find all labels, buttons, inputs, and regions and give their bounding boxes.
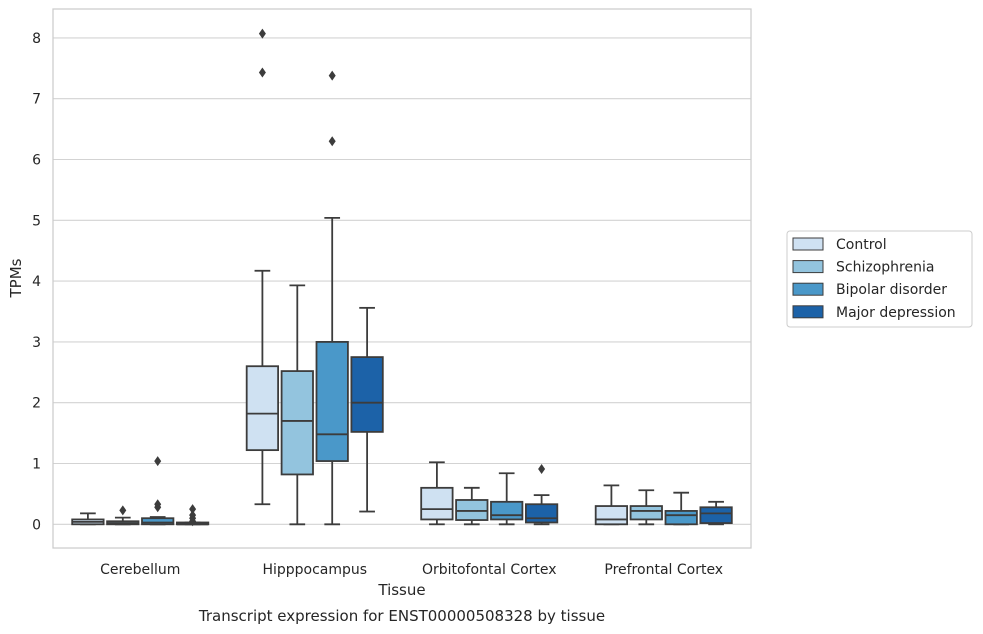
- box-body: [280, 370, 314, 476]
- box-3-1: [629, 489, 663, 526]
- outlier-point: [258, 28, 266, 39]
- legend-swatch: [792, 305, 824, 319]
- box-body: [490, 500, 524, 521]
- box-body: [524, 503, 559, 524]
- x-tick-label: Cerebellum: [100, 562, 180, 578]
- x-tick-label: Prefrontal Cortex: [604, 562, 723, 578]
- box-body: [455, 499, 489, 521]
- box-body: [594, 505, 629, 526]
- legend-label: Control: [836, 237, 887, 253]
- box-body: [315, 340, 349, 462]
- box-3-2: [664, 491, 698, 526]
- box-2-3: [524, 463, 559, 526]
- box-0-3: [175, 504, 210, 527]
- outlier-point: [538, 463, 546, 474]
- y-tick-label: 6: [32, 153, 41, 169]
- outlier-point: [154, 456, 162, 467]
- box-3-0: [594, 484, 629, 526]
- outlier-point: [119, 505, 127, 516]
- x-axis-title: Tissue: [377, 581, 425, 599]
- outlier-point: [328, 70, 336, 81]
- y-tick-label: 8: [32, 31, 41, 47]
- outlier-point: [189, 510, 197, 521]
- y-axis-ticks: 0 1 2 3 4 5 6 7 8: [32, 31, 41, 533]
- legend-swatch: [792, 282, 824, 296]
- box-0-1: [106, 505, 140, 526]
- box-body: [699, 506, 733, 524]
- box-2-2: [490, 472, 524, 526]
- legend-label: Major depression: [836, 305, 956, 321]
- y-axis-title: TPMs: [7, 258, 25, 298]
- box-body: [629, 505, 663, 521]
- box-1-2: [315, 70, 349, 526]
- x-tick-label: Orbitofontal Cortex: [422, 562, 557, 578]
- legend-label: Schizophrenia: [836, 260, 934, 276]
- box-body: [141, 517, 175, 526]
- box-1-1: [280, 284, 314, 526]
- outlier-point: [258, 67, 266, 78]
- legend-label: Bipolar disorder: [836, 282, 947, 298]
- box-2-1: [455, 486, 489, 526]
- legend-swatch: [792, 260, 824, 274]
- legend-frame: [786, 230, 973, 328]
- y-tick-label: 1: [32, 457, 41, 473]
- box-body: [350, 356, 384, 433]
- box-0-0: [71, 512, 105, 526]
- plot-area-frame: [52, 8, 752, 549]
- y-tick-label: 5: [32, 213, 41, 229]
- box-0-2: [141, 456, 175, 526]
- y-tick-label: 7: [32, 92, 41, 108]
- box-1-3: [350, 306, 384, 513]
- outlier-point: [328, 136, 336, 147]
- box-2-0: [420, 461, 454, 526]
- legend: Control Schizophrenia Bipolar disorder Majo…: [786, 230, 973, 328]
- legend-entries: Control Schizophrenia Bipolar disorder Majo…: [792, 237, 956, 321]
- y-tick-label: 2: [32, 396, 41, 412]
- box-plot-marks: [71, 28, 733, 527]
- y-tick-label: 3: [32, 335, 41, 351]
- box-3-3: [699, 500, 733, 526]
- outlier-point: [189, 504, 197, 515]
- x-axis-ticks: Cerebellum Hipppocampus Orbitofontal Corte…: [100, 562, 723, 578]
- x-tick-label: Hipppocampus: [262, 562, 367, 578]
- figure-caption: Transcript expression for ENST0000050832…: [198, 607, 605, 625]
- box-body: [245, 365, 280, 452]
- box-body: [420, 486, 454, 521]
- legend-swatch: [792, 237, 824, 251]
- box-1-0: [245, 28, 280, 506]
- outlier-point: [154, 499, 162, 510]
- y-tick-label: 4: [32, 274, 41, 290]
- box-body: [664, 510, 698, 526]
- y-tick-label: 0: [32, 517, 41, 533]
